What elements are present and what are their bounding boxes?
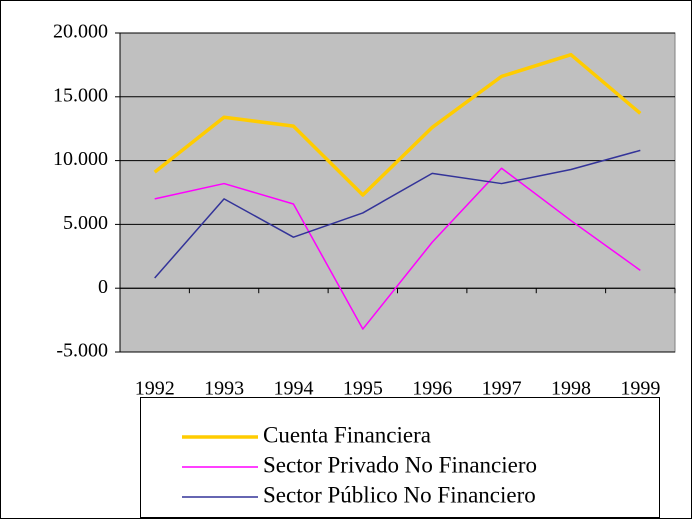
series-line xyxy=(154,167,641,330)
x-tick-label: 1998 xyxy=(551,378,591,400)
y-tick-label: 10.000 xyxy=(53,148,108,170)
x-tick-label: 1996 xyxy=(412,378,452,400)
x-tick-label: 1992 xyxy=(135,378,175,400)
x-tick-label: 1999 xyxy=(620,378,660,400)
legend-label: Sector Público No Financiero xyxy=(263,482,536,507)
x-tick-label: 1993 xyxy=(204,378,244,400)
legend-label: Cuenta Financiera xyxy=(263,422,431,447)
x-tick-label: 1994 xyxy=(273,378,313,400)
legend-label: Sector Privado No Financiero xyxy=(263,452,537,477)
series-line xyxy=(154,149,641,279)
y-tick-label: 15.000 xyxy=(53,84,108,106)
y-tick-label: 0 xyxy=(98,276,108,298)
y-tick-label: 5.000 xyxy=(63,212,108,234)
series-line xyxy=(153,52,642,197)
y-tick-label: 20.000 xyxy=(53,21,108,43)
x-tick-label: 1997 xyxy=(482,378,522,400)
x-tick-label: 1995 xyxy=(343,378,383,400)
y-tick-label: -5.000 xyxy=(56,340,108,362)
